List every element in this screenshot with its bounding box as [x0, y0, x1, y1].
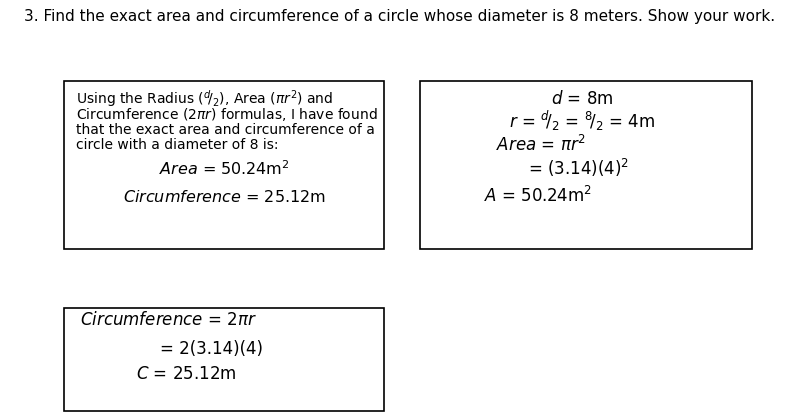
Text: = 2(3.14)(4): = 2(3.14)(4) [160, 340, 263, 358]
Text: Circumference ($2\pi r$) formulas, I have found: Circumference ($2\pi r$) formulas, I hav… [76, 106, 378, 123]
Text: $\mathit{Area}$ = 50.24m$^2$: $\mathit{Area}$ = 50.24m$^2$ [159, 160, 289, 178]
Text: that the exact area and circumference of a: that the exact area and circumference of… [76, 123, 375, 137]
Text: = (3.14)(4)$^2$: = (3.14)(4)$^2$ [528, 157, 629, 178]
Text: $r$ = $^d\!/_2$ = $^8\!/_2$ = 4m: $r$ = $^d\!/_2$ = $^8\!/_2$ = 4m [510, 109, 655, 133]
Text: Using the Radius ($^d\!/_2$), Area ($\pi r^2$) and: Using the Radius ($^d\!/_2$), Area ($\pi… [76, 88, 334, 109]
Text: $C$ = 25.12m: $C$ = 25.12m [136, 365, 236, 383]
Text: circle with a diameter of 8 is:: circle with a diameter of 8 is: [76, 137, 278, 152]
Text: $\mathit{Circumference}$ = 25.12m: $\mathit{Circumference}$ = 25.12m [122, 189, 326, 205]
Text: 3. Find the exact area and circumference of a circle whose diameter is 8 meters.: 3. Find the exact area and circumference… [25, 10, 775, 24]
FancyBboxPatch shape [420, 81, 752, 249]
Text: $A$ = 50.24m$^2$: $A$ = 50.24m$^2$ [484, 186, 592, 206]
FancyBboxPatch shape [64, 81, 384, 249]
Text: $d$ = 8m: $d$ = 8m [551, 90, 614, 108]
Text: $\mathit{Area}$ = $\pi r^2$: $\mathit{Area}$ = $\pi r^2$ [496, 134, 586, 155]
Text: $\mathit{Circumference}$ = $2\pi r$: $\mathit{Circumference}$ = $2\pi r$ [80, 311, 257, 329]
FancyBboxPatch shape [64, 308, 384, 411]
